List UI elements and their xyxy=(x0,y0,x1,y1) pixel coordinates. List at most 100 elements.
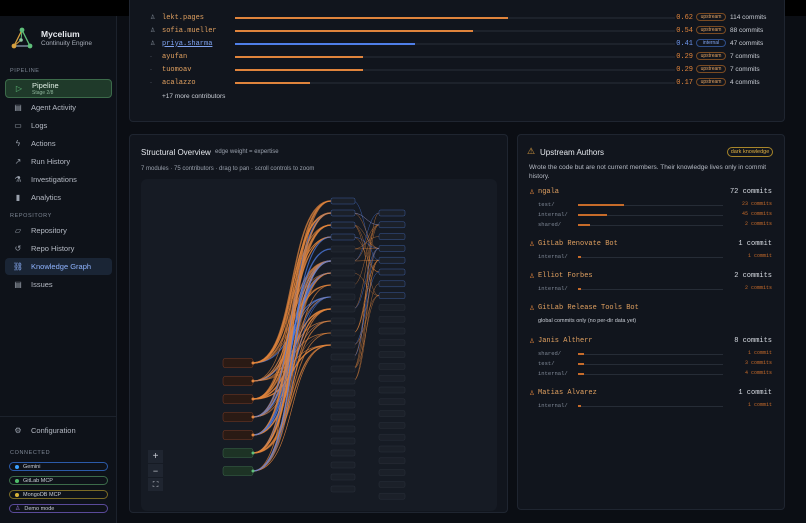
module-node[interactable] xyxy=(330,377,356,385)
contributor-node[interactable] xyxy=(222,394,254,404)
module-node[interactable] xyxy=(330,257,356,265)
contributor-row[interactable]: ♙ lekt.pages 0.62 upstream 114 commits xyxy=(148,12,768,23)
file-node[interactable] xyxy=(378,327,406,335)
module-node[interactable] xyxy=(330,365,356,373)
file-node[interactable] xyxy=(378,351,406,358)
module-node[interactable] xyxy=(330,449,356,457)
module-node[interactable] xyxy=(330,209,356,217)
file-node[interactable] xyxy=(378,221,406,229)
contributor-row[interactable]: ♙ sofia.mueller 0.54 upstream 88 commits xyxy=(148,25,768,36)
sidebar-item-issues[interactable]: ▤ Issues xyxy=(5,276,112,293)
module-node[interactable] xyxy=(330,221,356,229)
file-node[interactable] xyxy=(378,457,406,465)
module-node[interactable] xyxy=(330,317,356,325)
module-node[interactable] xyxy=(330,293,356,301)
sidebar-item-knowledge-graph[interactable]: ⛓ Knowledge Graph xyxy=(5,258,112,275)
author-name[interactable]: Elliot Forbes xyxy=(538,272,593,280)
file-node[interactable] xyxy=(378,374,406,382)
file-node[interactable] xyxy=(378,363,406,370)
module-node[interactable] xyxy=(330,437,356,445)
contributor-name[interactable]: sofia.mueller xyxy=(162,26,217,35)
file-node[interactable] xyxy=(378,268,406,276)
file-node[interactable] xyxy=(378,315,406,323)
sidebar-item-actions[interactable]: ϟ Actions xyxy=(5,135,112,152)
contributor-node[interactable] xyxy=(222,376,254,386)
contributor-row[interactable]: · ayufan 0.29 upstream 7 commits xyxy=(148,51,768,62)
sidebar-item-investigations[interactable]: ⚗ Investigations xyxy=(5,171,112,188)
zoom-out-button[interactable]: − xyxy=(148,464,163,477)
contributor-node[interactable] xyxy=(222,466,254,476)
file-node[interactable] xyxy=(378,398,406,406)
module-node[interactable] xyxy=(330,281,356,289)
author-name[interactable]: GitLab Renovate Bot xyxy=(538,240,618,248)
sidebar-item-repository[interactable]: ▱ Repository xyxy=(5,222,112,239)
contributor-name[interactable]: priya.sharma xyxy=(162,39,213,48)
file-node[interactable] xyxy=(378,445,406,453)
sidebar-item-pipeline[interactable]: ▷ Pipeline Stage 2/8 xyxy=(5,79,112,98)
module-node[interactable] xyxy=(330,401,356,409)
sidebar-item-configuration[interactable]: ⚙ Configuration xyxy=(5,422,112,439)
module-node[interactable] xyxy=(330,473,356,481)
connection-gitlab-mcp[interactable]: GitLab MCP xyxy=(9,476,108,485)
file-node[interactable] xyxy=(378,280,406,288)
file-node[interactable] xyxy=(378,481,406,488)
author-name[interactable]: ngala xyxy=(538,188,560,196)
module-node[interactable] xyxy=(330,413,356,421)
zoom-in-button[interactable]: + xyxy=(148,450,163,463)
contributor-name[interactable]: ayufan xyxy=(162,52,188,61)
sidebar-item-logs[interactable]: ▭ Logs xyxy=(5,117,112,134)
contributor-name[interactable]: lekt.pages xyxy=(162,13,205,22)
contributor-name[interactable]: tuomoav xyxy=(162,65,192,74)
file-node[interactable] xyxy=(378,304,406,311)
more-contributors-link[interactable]: +17 more contributors xyxy=(162,93,226,100)
module-node[interactable] xyxy=(330,341,356,349)
connection-gemini[interactable]: Gemini xyxy=(9,462,108,471)
contributor-tag: upstream xyxy=(696,65,726,73)
module-node[interactable] xyxy=(330,485,356,493)
author-name[interactable]: Janis Altherr xyxy=(538,337,593,345)
file-node[interactable] xyxy=(378,256,406,264)
file-node[interactable] xyxy=(378,339,406,347)
contributor-row[interactable]: · acalazzo 0.17 upstream 4 commits xyxy=(148,77,768,88)
module-node[interactable] xyxy=(330,461,356,469)
module-node[interactable] xyxy=(330,269,356,277)
contributor-row[interactable]: ♙ priya.sharma 0.41 internal 47 commits xyxy=(148,38,768,49)
file-node[interactable] xyxy=(378,209,406,217)
sidebar-item-analytics[interactable]: ▮ Analytics xyxy=(5,189,112,206)
knowledge-graph-canvas[interactable] xyxy=(141,179,497,511)
file-node[interactable] xyxy=(378,292,406,299)
contributor-node[interactable] xyxy=(222,430,254,440)
connection-mongodb-mcp[interactable]: MongoDB MCP xyxy=(9,490,108,499)
contributor-node[interactable] xyxy=(222,412,254,422)
module-node[interactable] xyxy=(330,425,356,433)
module-node[interactable] xyxy=(330,197,356,205)
contributor-row[interactable]: · tuomoav 0.29 upstream 7 commits xyxy=(148,64,768,75)
file-node[interactable] xyxy=(378,492,406,500)
file-node[interactable] xyxy=(378,245,406,252)
module-node[interactable] xyxy=(330,389,356,397)
file-node[interactable] xyxy=(378,433,406,441)
sidebar-item-repo-history[interactable]: ↺ Repo History xyxy=(5,240,112,257)
file-node[interactable] xyxy=(378,233,406,240)
contributor-name[interactable]: acalazzo xyxy=(162,78,196,87)
app-name: Mycelium xyxy=(41,29,80,39)
file-node[interactable] xyxy=(378,469,406,476)
sidebar-item-run-history[interactable]: ↗ Run History xyxy=(5,153,112,170)
file-node[interactable] xyxy=(378,422,406,429)
module-node[interactable] xyxy=(330,233,356,241)
knowledge-graph-svg[interactable] xyxy=(141,179,497,511)
sidebar-item-agent-activity[interactable]: ▤ Agent Activity xyxy=(5,99,112,116)
file-node[interactable] xyxy=(378,386,406,394)
module-node[interactable] xyxy=(330,245,356,253)
author-name[interactable]: Matias Alvarez xyxy=(538,389,597,397)
contributor-node[interactable] xyxy=(222,358,254,368)
module-node[interactable] xyxy=(330,353,356,361)
logs-icon: ▭ xyxy=(14,121,22,130)
fit-view-button[interactable]: ⛶ xyxy=(148,478,163,491)
module-node[interactable] xyxy=(330,329,356,337)
module-node[interactable] xyxy=(330,305,356,313)
connection-demo-mode[interactable]: ♙ Demo mode xyxy=(9,504,108,513)
contributor-node[interactable] xyxy=(222,448,254,458)
author-name[interactable]: GitLab Release Tools Bot xyxy=(538,304,639,312)
file-node[interactable] xyxy=(378,410,406,417)
